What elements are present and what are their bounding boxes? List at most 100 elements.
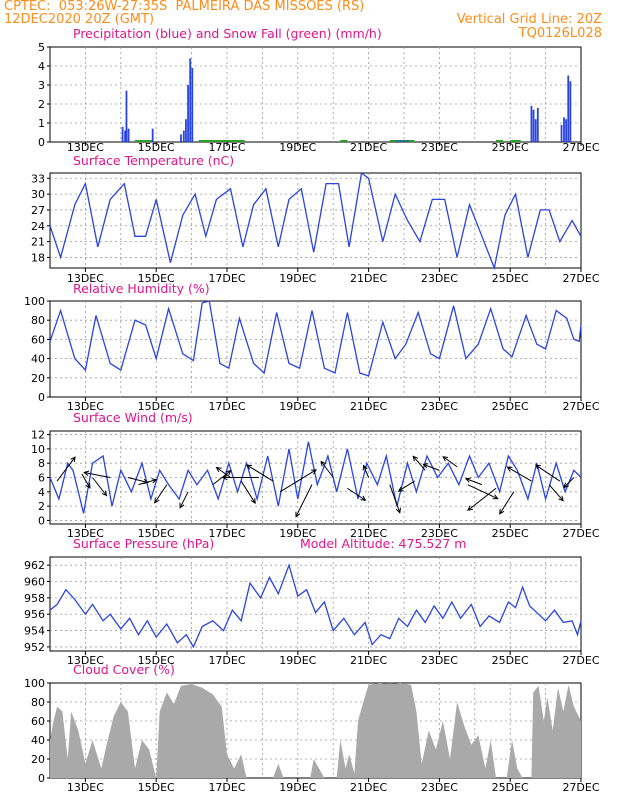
temperature-ytick-label: 27: [31, 204, 45, 217]
humidity-series-line: [49, 300, 582, 377]
cloud-xtick-label: 13DEC: [67, 781, 104, 794]
wind-xtick-label: 13DEC: [67, 527, 104, 540]
wind-xtick-label: 27DEC: [562, 527, 599, 540]
precipitation-frame: [49, 46, 582, 143]
wind-arrow: [212, 470, 232, 486]
cloud-ytick-label: 100: [24, 677, 45, 690]
cloud-xtick-label: 21DEC: [350, 781, 387, 794]
pressure-ytick-label: 956: [24, 608, 45, 621]
cloud-xtick-label: 25DEC: [492, 781, 529, 794]
wind-arrow: [507, 466, 532, 482]
pressure-subtitle: Model Altitude: 475.527 m: [300, 536, 466, 551]
precip-bar: [403, 140, 405, 142]
humidity-xtick-label: 19DEC: [279, 400, 316, 413]
precipitation-ytick-label: 5: [38, 41, 45, 54]
wind-ytick-label: 10: [31, 443, 45, 456]
wind-arrow: [442, 456, 458, 468]
wind-ytick-label: 6: [38, 472, 45, 485]
pressure-ytick-label: 954: [24, 625, 45, 638]
wind-arrow: [347, 487, 366, 501]
precip-bar: [151, 128, 154, 142]
cloud-title: Cloud Cover (%): [73, 662, 175, 677]
wind-arrow: [398, 480, 415, 492]
temperature-title: Surface Temperature (nC): [73, 153, 234, 168]
precip-bar: [532, 109, 535, 142]
cloud-xtick-label: 23DEC: [421, 781, 458, 794]
wind-arrow-head: [83, 470, 90, 476]
wind-arrow-head: [250, 498, 256, 505]
wind-arrow-head: [395, 507, 401, 514]
wind-arrow-head: [362, 464, 368, 471]
wind-arrow-head: [311, 469, 318, 475]
precip-bar: [189, 58, 192, 142]
precip-bar: [536, 107, 539, 142]
precip-bar: [121, 126, 124, 142]
wind-arrow-head: [499, 508, 505, 515]
cloud-ytick-label: 20: [31, 753, 45, 766]
temperature-xtick-label: 17DEC: [208, 272, 245, 285]
wind-arrow-head: [442, 456, 449, 462]
header-line1: CPTEC: 053:26W-27:35S PALMEIRA DAS MISSO…: [4, 0, 365, 14]
pressure-ytick-label: 960: [24, 576, 45, 589]
humidity-title: Relative Humidity (%): [73, 281, 210, 296]
humidity-xtick-label: 15DEC: [138, 400, 175, 413]
wind-arrow-head: [246, 464, 253, 470]
wind-arrow: [467, 487, 497, 511]
wind-arrow-head: [295, 511, 301, 518]
wind-arrow-head: [563, 482, 569, 489]
pressure-xtick-label: 27DEC: [562, 654, 599, 667]
wind-arrow-head: [467, 505, 473, 511]
wind-arrow-head: [464, 477, 471, 483]
wind-ytick-label: 12: [31, 429, 45, 442]
humidity-xtick-label: 27DEC: [562, 400, 599, 413]
wind-arrow: [548, 484, 564, 501]
precip-bar: [396, 140, 398, 142]
precipitation-xtick-label: 21DEC: [350, 141, 387, 154]
humidity-frame: [49, 300, 582, 398]
wind-xtick-label: 17DEC: [208, 527, 245, 540]
wind-arrow-head: [225, 470, 232, 476]
wind-arrow-head: [492, 494, 499, 500]
wind-arrow-head: [154, 497, 160, 504]
humidity-ytick-label: 20: [31, 372, 45, 385]
temperature-xtick-label: 15DEC: [138, 272, 175, 285]
wind-arrow: [563, 477, 575, 488]
precipitation-ytick-label: 2: [38, 98, 45, 111]
pressure-xtick-label: 23DEC: [421, 654, 458, 667]
temperature-ytick-label: 24: [31, 220, 45, 233]
wind-ytick-label: 0: [38, 514, 45, 527]
humidity-xtick-label: 25DEC: [492, 400, 529, 413]
wind-xtick-label: 19DEC: [279, 527, 316, 540]
temperature-xtick-label: 21DEC: [350, 272, 387, 285]
precipitation-title: Precipitation (blue) and Snow Fall (gree…: [73, 26, 382, 41]
precip-bar: [567, 75, 570, 142]
precip-bar: [124, 130, 126, 142]
precip-bar: [127, 128, 130, 142]
precipitation-xtick-label: 23DEC: [421, 141, 458, 154]
wind-arrow: [389, 484, 401, 513]
humidity-ytick-label: 0: [38, 391, 45, 404]
wind-arrow-head: [534, 464, 541, 470]
wind-arrow-head: [558, 495, 564, 502]
wind-arrow-head: [412, 455, 419, 462]
humidity-xtick-label: 21DEC: [350, 400, 387, 413]
wind-arrow: [363, 465, 370, 478]
temperature-panel: [47, 171, 582, 272]
precip-bar: [191, 67, 194, 142]
precip-bar: [560, 124, 563, 142]
cloud-ytick-label: 0: [38, 772, 45, 785]
wind-arrow: [499, 491, 515, 515]
wind-arrow-head: [70, 456, 76, 463]
wind-xtick-label: 23DEC: [421, 527, 458, 540]
cloud-ytick-label: 80: [31, 696, 45, 709]
wind-arrow: [320, 461, 334, 478]
wind-arrow: [216, 467, 231, 478]
precip-bar: [187, 85, 189, 142]
wind-arrow: [295, 484, 313, 517]
wind-arrow: [412, 456, 426, 471]
temperature-ytick-label: 18: [31, 251, 45, 264]
pressure-xtick-label: 13DEC: [67, 654, 104, 667]
precipitation-ytick-label: 4: [38, 60, 45, 73]
precip-bar: [569, 81, 572, 142]
precip-bar: [125, 90, 128, 142]
